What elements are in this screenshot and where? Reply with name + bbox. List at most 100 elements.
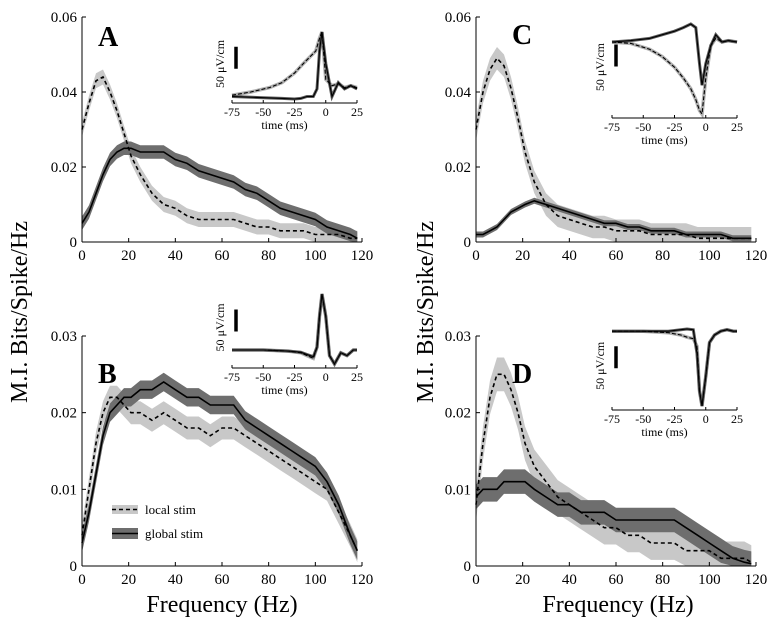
x-tick-label-c-5: 100 xyxy=(698,248,721,264)
inset-tick-label-c-3: 0 xyxy=(703,120,709,134)
inset-band-local-d xyxy=(612,327,737,407)
y-tick-label-b-0: 0 xyxy=(70,559,78,575)
scale-label-a: 50 μV/cm xyxy=(213,39,227,88)
x-tick-label-a-1: 20 xyxy=(121,248,136,264)
y-tick-label-b-3: 0.03 xyxy=(51,329,77,345)
x-tick-label-d-4: 80 xyxy=(655,572,670,588)
panel-letter-b: B xyxy=(98,359,117,390)
panel-letter-a: A xyxy=(98,22,119,53)
x-axis-label-right: Frequency (Hz) xyxy=(542,592,693,618)
inset-tick-label-b-2: -25 xyxy=(287,370,303,384)
x-tick-label-a-6: 120 xyxy=(351,248,374,264)
x-tick-label-b-1: 20 xyxy=(121,572,136,588)
x-tick-label-c-3: 60 xyxy=(609,248,624,264)
inset-tick-label-b-4: 25 xyxy=(351,370,363,384)
x-tick-label-d-5: 100 xyxy=(698,572,721,588)
band-local-c xyxy=(476,47,752,242)
line-global-b xyxy=(81,381,359,552)
x-tick-label-c-2: 40 xyxy=(562,248,577,264)
inset-line-global-a xyxy=(231,31,358,100)
inset-band-global-a xyxy=(231,31,358,102)
inset-band-global-d xyxy=(612,327,737,407)
line-global-a xyxy=(81,147,358,240)
x-tick-label-c-0: 0 xyxy=(472,248,480,264)
inset-tick-label-d-4: 25 xyxy=(731,412,743,426)
inset-line-global-c xyxy=(611,23,738,86)
inset-tick-label-a-1: -50 xyxy=(255,105,271,119)
scale-label-d: 50 μV/cm xyxy=(593,341,607,390)
x-tick-label-d-1: 20 xyxy=(515,572,530,588)
x-tick-label-a-2: 40 xyxy=(168,248,183,264)
panel-d: 0 20 40 60 80 100 120 0 0.01 0.02 0.03 D -75 -50 -25 0 2… xyxy=(445,327,768,588)
inset-tick-label-a-3: 0 xyxy=(323,105,329,119)
inset-tick-label-a-0: -75 xyxy=(224,105,240,119)
inset-tick-label-a-4: 25 xyxy=(351,105,363,119)
y-tick-label-c-1: 0.02 xyxy=(445,160,471,176)
line-global-d xyxy=(475,480,752,565)
x-tick-label-a-3: 60 xyxy=(215,248,230,264)
x-tick-label-b-3: 60 xyxy=(215,572,230,588)
x-axis-label-left: Frequency (Hz) xyxy=(146,592,297,618)
inset-tick-label-d-3: 0 xyxy=(703,412,709,426)
inset-tick-label-a-2: -25 xyxy=(287,105,303,119)
y-tick-label-a-0: 0 xyxy=(70,235,78,251)
inset-band-global-c xyxy=(611,22,738,86)
panel-c: 0 20 40 60 80 100 120 0 0.02 0.04 0.06 C -75 -50 -25 0 2… xyxy=(445,10,768,264)
line-local-a xyxy=(81,75,358,240)
inset-d: -75 -50 -25 0 25 time (ms) 50 μV/cm xyxy=(593,327,743,439)
y-tick-label-a-1: 0.02 xyxy=(51,160,77,176)
inset-line-global-d xyxy=(612,328,737,407)
y-axis-label-right: M.I. Bits/Spike/Hz xyxy=(413,221,439,403)
x-tick-label-a-5: 100 xyxy=(304,248,327,264)
y-axis-label-left: M.I. Bits/Spike/Hz xyxy=(7,221,33,403)
y-tick-label-c-2: 0.04 xyxy=(445,85,472,101)
line-local-b xyxy=(81,396,359,552)
y-tick-label-c-0: 0 xyxy=(464,235,472,251)
inset-band-local-c xyxy=(611,36,738,119)
inset-xlabel-b: time (ms) xyxy=(261,383,307,397)
band-global-a xyxy=(82,141,358,242)
legend-local-swatch xyxy=(112,505,138,514)
x-tick-label-b-5: 100 xyxy=(304,572,327,588)
legend-local-text: local stim xyxy=(145,502,196,517)
inset-line-local-c xyxy=(611,37,738,116)
inset-tick-label-d-0: -75 xyxy=(604,412,620,426)
band-global-c xyxy=(476,197,752,242)
inset-tick-label-d-2: -25 xyxy=(667,412,683,426)
x-tick-label-d-2: 40 xyxy=(562,572,577,588)
y-tick-label-a-3: 0.06 xyxy=(51,10,78,26)
panel-a: 0 20 40 60 80 100 120 0 0.02 0.04 0.06 A -75 -50 -25 0 2… xyxy=(51,10,374,264)
panel-letter-d: D xyxy=(512,359,532,390)
inset-line-local-a xyxy=(231,31,358,96)
x-tick-label-b-0: 0 xyxy=(78,572,86,588)
y-tick-label-d-3: 0.03 xyxy=(445,329,471,345)
line-local-c xyxy=(475,56,752,240)
inset-b: -75 -50 -25 0 25 time (ms) 50 μV/cm xyxy=(213,293,363,397)
scale-label-c: 50 μV/cm xyxy=(593,42,607,91)
x-tick-label-c-1: 20 xyxy=(515,248,530,264)
x-tick-label-c-4: 80 xyxy=(655,248,670,264)
inset-band-local-b xyxy=(232,293,357,368)
line-local-d xyxy=(475,373,752,563)
inset-xlabel-c: time (ms) xyxy=(641,133,687,147)
panel-b: 0 20 40 60 80 100 120 0 0.01 0.02 0.03 B -75 -50 -25 0 2… xyxy=(51,293,374,588)
inset-tick-label-c-4: 25 xyxy=(731,120,743,134)
inset-xlabel-d: time (ms) xyxy=(641,425,687,439)
y-tick-label-d-1: 0.01 xyxy=(445,482,471,498)
inset-xlabel-a: time (ms) xyxy=(261,118,307,132)
scale-label-b: 50 μV/cm xyxy=(213,303,227,352)
y-tick-label-c-3: 0.06 xyxy=(445,10,472,26)
y-tick-label-a-2: 0.04 xyxy=(51,85,78,101)
y-tick-label-b-2: 0.02 xyxy=(51,406,77,422)
x-tick-label-b-4: 80 xyxy=(261,572,276,588)
legend: local stim global stim xyxy=(112,502,203,541)
x-tick-label-b-6: 120 xyxy=(351,572,374,588)
x-tick-label-d-3: 60 xyxy=(609,572,624,588)
legend-global-text: global stim xyxy=(145,526,203,541)
inset-tick-label-c-0: -75 xyxy=(604,120,620,134)
x-tick-label-d-6: 120 xyxy=(745,572,768,588)
x-tick-label-a-4: 80 xyxy=(261,248,276,264)
inset-c: -75 -50 -25 0 25 time (ms) 50 μV/cm xyxy=(593,22,743,147)
x-tick-label-a-0: 0 xyxy=(78,248,86,264)
